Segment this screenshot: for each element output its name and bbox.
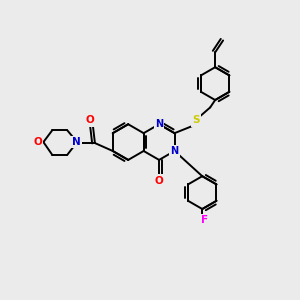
Text: O: O — [33, 137, 42, 147]
Text: F: F — [201, 215, 208, 225]
Text: S: S — [193, 115, 200, 125]
Text: N: N — [72, 137, 80, 147]
Text: O: O — [155, 176, 164, 186]
Text: N: N — [155, 119, 163, 129]
Text: N: N — [170, 146, 178, 156]
Text: O: O — [85, 115, 94, 125]
